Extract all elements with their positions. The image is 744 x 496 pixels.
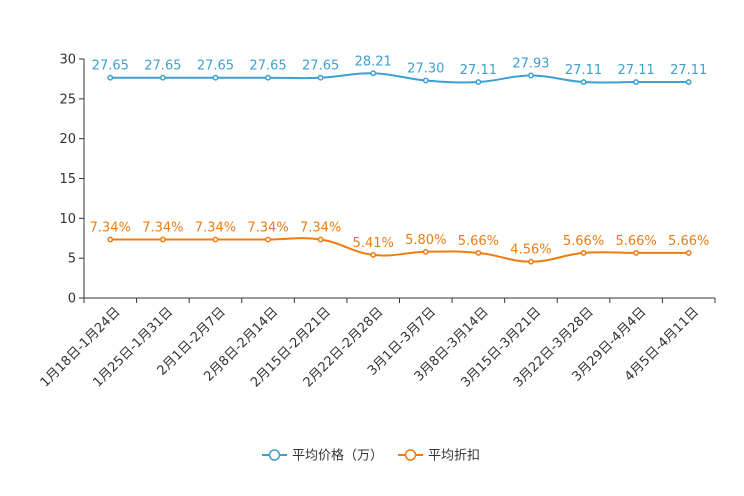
y-tick-label: 25 <box>59 92 76 107</box>
data-point <box>580 249 587 256</box>
legend-label: 平均价格（万） <box>292 448 383 464</box>
y-tick-label: 5 <box>68 252 76 267</box>
y-tick-label: 20 <box>59 132 76 147</box>
data-label: 5.66% <box>615 234 656 249</box>
data-point <box>107 236 114 243</box>
data-point <box>475 249 482 256</box>
data-point <box>528 72 534 79</box>
data-point <box>475 79 482 85</box>
y-tick-label: 15 <box>59 172 76 187</box>
data-label: 27.65 <box>92 59 129 74</box>
data-point <box>633 249 640 256</box>
data-label: 27.30 <box>407 62 444 77</box>
data-point <box>685 249 692 256</box>
data-point <box>633 79 640 85</box>
data-point <box>528 258 534 265</box>
data-label: 27.11 <box>618 63 655 78</box>
data-label: 5.66% <box>458 234 499 249</box>
data-label: 27.65 <box>144 59 181 74</box>
data-label: 27.65 <box>302 59 339 74</box>
data-label: 27.11 <box>460 63 497 78</box>
data-point <box>685 79 692 85</box>
data-label: 5.80% <box>405 233 446 248</box>
legend-marker-2 <box>404 449 417 461</box>
y-tick-label: 10 <box>59 212 76 227</box>
data-label: 5.66% <box>668 234 709 249</box>
data-point <box>212 74 219 81</box>
series-line-2 <box>110 237 689 263</box>
series-line-1 <box>110 72 689 84</box>
data-point <box>370 251 377 258</box>
data-label: 7.34% <box>90 221 131 236</box>
data-label: 28.21 <box>355 54 392 69</box>
data-point <box>317 236 324 243</box>
data-point <box>370 70 377 77</box>
data-label: 4.56% <box>510 243 551 258</box>
data-point <box>159 74 166 81</box>
legend-marker-1 <box>268 449 281 461</box>
data-point <box>107 74 114 81</box>
data-label: 27.93 <box>512 56 549 71</box>
data-label: 7.34% <box>142 221 183 236</box>
data-label: 5.66% <box>563 234 604 249</box>
data-label: 27.65 <box>249 59 286 74</box>
data-label: 27.65 <box>197 59 234 74</box>
data-point <box>422 77 429 84</box>
data-label: 27.11 <box>670 63 707 78</box>
data-label: 7.34% <box>195 221 236 236</box>
data-label: 7.34% <box>300 221 341 236</box>
data-point <box>159 236 166 243</box>
data-point <box>265 74 271 81</box>
data-point <box>317 74 324 81</box>
y-tick-label: 30 <box>59 53 76 68</box>
data-label: 7.34% <box>247 221 288 236</box>
data-label: 5.41% <box>353 236 394 251</box>
data-point <box>265 236 271 243</box>
legend-label: 平均折扣 <box>428 449 480 464</box>
data-label: 27.11 <box>565 63 602 78</box>
data-point <box>422 248 429 255</box>
y-tick-label: 0 <box>68 292 76 307</box>
data-point <box>580 79 587 85</box>
data-point <box>212 236 219 243</box>
